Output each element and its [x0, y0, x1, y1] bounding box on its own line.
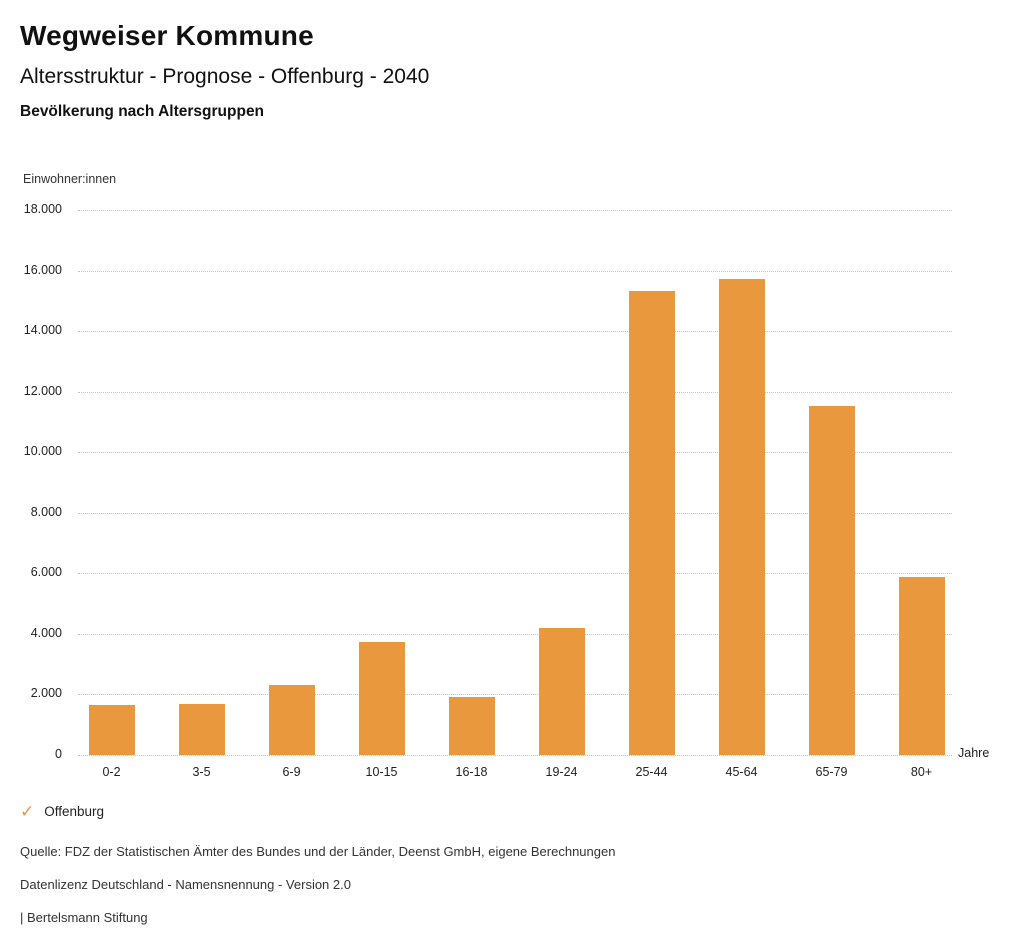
chart-header: Wegweiser Kommune Altersstruktur - Progn…: [20, 20, 1000, 121]
y-axis-unit-label: Einwohner:innen: [23, 172, 117, 186]
x-tick-label: 3-5: [192, 765, 211, 779]
y-tick-label: 8.000: [30, 504, 62, 519]
bar-6-9[interactable]: [268, 685, 315, 755]
y-tick-label: 2.000: [30, 686, 62, 701]
check-icon: ✓: [20, 802, 35, 821]
x-tick-label: 6-9: [282, 765, 301, 779]
bar-80+[interactable]: [898, 577, 945, 755]
x-axis-unit-label: Jahre: [958, 746, 990, 760]
x-tick-label: 10-15: [365, 765, 398, 779]
x-tick-label: 25-44: [635, 765, 668, 779]
bar-10-15[interactable]: [358, 642, 405, 755]
gridline: [78, 210, 952, 211]
x-tick-label: 16-18: [455, 765, 488, 779]
bar-19-24[interactable]: [538, 628, 585, 755]
chart-heading: Bevölkerung nach Altersgruppen: [20, 103, 265, 120]
gridline: [78, 331, 952, 333]
gridline: [78, 512, 952, 514]
source-text: Quelle: FDZ der Statistischen Ämter des …: [20, 844, 616, 859]
chart-subtitle: Altersstruktur - Prognose - Offenburg - …: [20, 65, 430, 88]
y-tick-label: 10.000: [23, 444, 62, 459]
bar-25-44[interactable]: [628, 291, 675, 755]
gridline: [78, 694, 952, 696]
attribution-text: | Bertelsmann Stiftung: [20, 910, 148, 925]
gridline: [78, 573, 952, 575]
y-tick-label: 14.000: [23, 323, 62, 338]
page-title: Wegweiser Kommune: [20, 20, 314, 51]
legend-label: Offenburg: [44, 804, 105, 819]
bar-45-64[interactable]: [718, 279, 765, 755]
x-tick-label: 45-64: [725, 765, 758, 779]
y-tick-label: 6.000: [30, 565, 62, 580]
bar-0-2[interactable]: [88, 705, 135, 755]
y-tick-label: 18.000: [23, 202, 62, 216]
y-tick-label: 4.000: [30, 625, 62, 640]
legend-item-offenburg[interactable]: ✓ Offenburg: [20, 803, 104, 820]
x-tick-label: 0-2: [102, 765, 121, 779]
bar-65-79[interactable]: [808, 406, 855, 755]
chart-footer: Quelle: FDZ der Statistischen Ämter des …: [20, 844, 1000, 943]
bar-16-18[interactable]: [448, 697, 495, 755]
gridline: [78, 270, 952, 272]
plot-area: [78, 210, 952, 756]
gridline: [78, 755, 952, 756]
gridline: [78, 633, 952, 635]
y-tick-label: 16.000: [23, 262, 62, 277]
x-tick-label: 80+: [910, 765, 933, 779]
x-axis-labels: 0-2 3-5 6-9 10-15 16-18 19-24 25-44 45-64 65-79 8…: [78, 765, 998, 783]
y-tick-label: 0: [55, 747, 62, 761]
x-tick-label: 19-24: [545, 765, 578, 779]
y-tick-label: 12.000: [23, 383, 62, 398]
license-text: Datenlizenz Deutschland - Namensnennung …: [20, 877, 351, 892]
bar-3-5[interactable]: [178, 704, 225, 755]
y-axis-labels: 0 2.000 4.000 6.000 8.000 10.000 12.000 14.000 1…: [0, 202, 62, 761]
x-tick-label: 65-79: [815, 765, 848, 779]
gridline: [78, 391, 952, 393]
gridline: [78, 452, 952, 454]
